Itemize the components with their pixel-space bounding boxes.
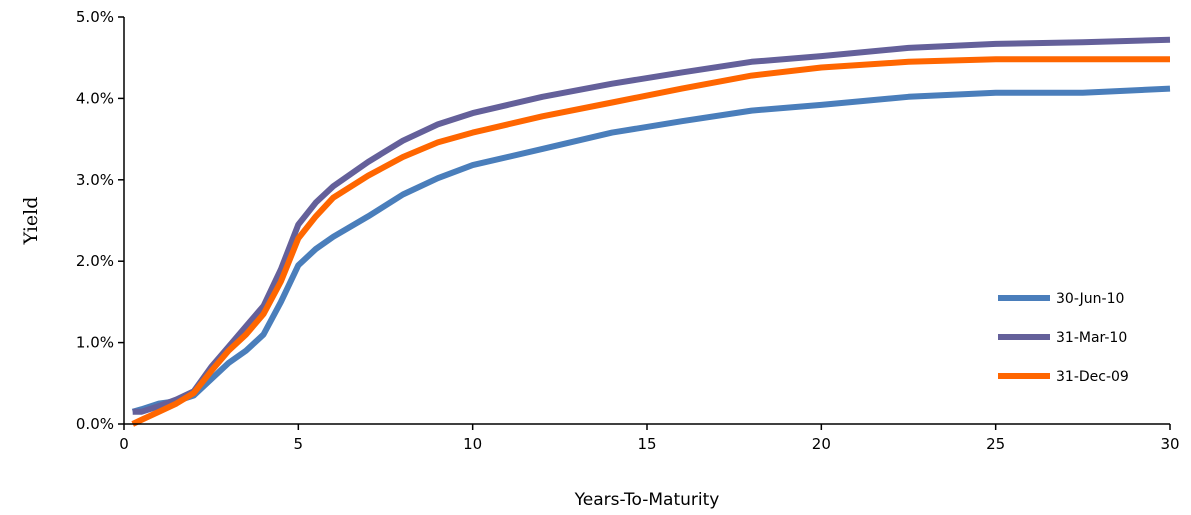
x-tick-label: 15 (637, 435, 656, 453)
series-lines (131, 36, 1171, 427)
x-tick-label: 5 (294, 435, 304, 453)
y-tick-label: 2.0% (76, 252, 114, 270)
y-tick-label: 4.0% (76, 89, 114, 107)
x-tick-label: 10 (463, 435, 482, 453)
legend-label: 30-Jun-10 (1056, 291, 1124, 307)
y-tick-label: 5.0% (76, 8, 114, 26)
x-tick-label: 30 (1160, 435, 1179, 453)
x-tick-label: 25 (986, 435, 1005, 453)
legend-label: 31-Mar-10 (1056, 330, 1127, 346)
x-tick-label: 0 (119, 435, 129, 453)
y-tick-label: 3.0% (76, 171, 114, 189)
y-tick-label: 1.0% (76, 334, 114, 352)
y-tick-label: 0.0% (76, 415, 114, 433)
y-axis-title: Yield (20, 197, 42, 246)
x-tick-label: 20 (812, 435, 831, 453)
series-line-31-dec-09 (131, 56, 1170, 427)
legend: 30-Jun-10 31-Mar-10 31-Dec-09 (998, 291, 1129, 385)
legend-label: 31-Dec-09 (1056, 369, 1129, 385)
axis-ticks: 0 5 10 15 20 25 30 0.0% 1.0% 2.0% 3.0% 4.0% 5.0% (76, 8, 1180, 453)
x-axis-title: Years-To-Maturity (574, 490, 720, 510)
